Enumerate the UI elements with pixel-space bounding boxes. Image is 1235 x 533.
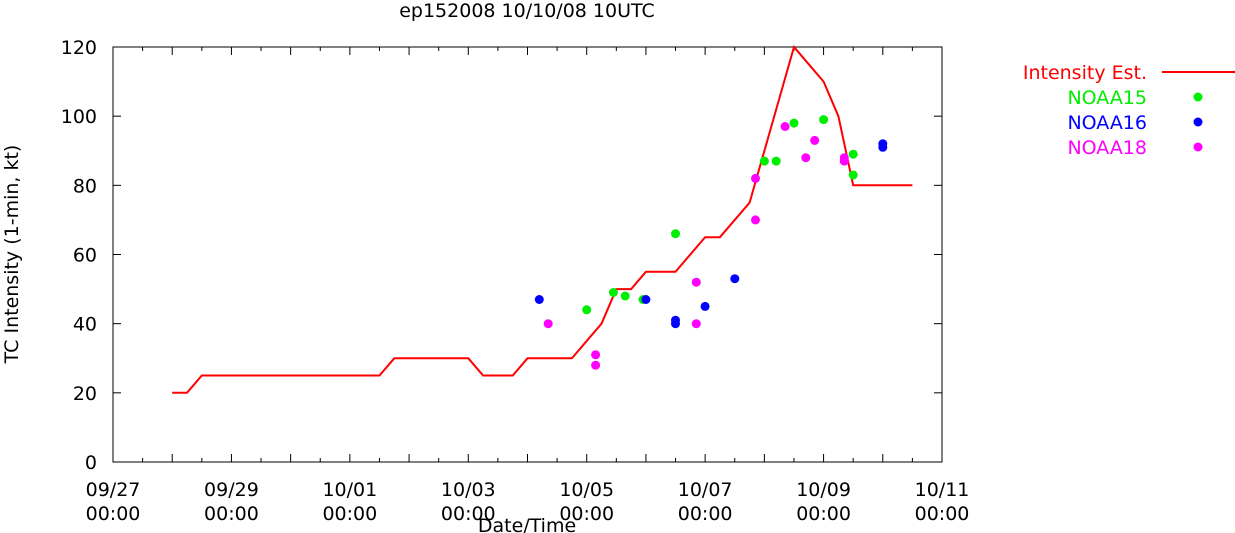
- x-tick-label-date: 09/27: [86, 479, 141, 501]
- x-tick-label-time: 00:00: [86, 503, 141, 525]
- y-axis-ticks: 0 20 40 60 80 100 120: [61, 37, 942, 474]
- point-noaa15: [848, 170, 858, 180]
- point-noaa15: [671, 229, 680, 239]
- point-noaa18: [751, 215, 760, 225]
- point-noaa18: [591, 350, 601, 360]
- x-tick-label-date: 10/05: [559, 479, 614, 501]
- y-tick-label: 0: [85, 452, 97, 474]
- legend-swatch-dot: [1193, 117, 1203, 127]
- point-noaa18: [780, 122, 790, 131]
- point-noaa15: [819, 115, 829, 125]
- point-noaa15: [759, 156, 769, 166]
- x-tick-label-time: 00:00: [204, 503, 259, 525]
- y-tick-label: 100: [61, 106, 97, 128]
- point-noaa16: [878, 142, 888, 152]
- point-noaa15: [771, 156, 781, 166]
- point-noaa15: [608, 288, 618, 297]
- legend-label-noaa15: NOAA15: [1067, 87, 1147, 109]
- legend-label-noaa18: NOAA18: [1067, 137, 1147, 159]
- point-noaa15: [789, 118, 799, 128]
- x-tick-label-time: 00:00: [915, 503, 970, 525]
- y-tick-label: 80: [73, 175, 97, 197]
- point-noaa18: [691, 319, 701, 329]
- point-noaa18: [591, 360, 601, 370]
- point-noaa16: [641, 295, 651, 304]
- series-line-intensity-est: [172, 44, 913, 394]
- y-axis-title: TC Intensity (1-min, kt): [1, 145, 23, 365]
- point-noaa16: [671, 319, 680, 329]
- x-tick-label-time: 00:00: [796, 503, 851, 525]
- x-tick-label-date: 10/07: [678, 479, 733, 501]
- legend-label-intensity-est: Intensity Est.: [1023, 62, 1147, 84]
- point-noaa18: [801, 153, 811, 163]
- x-tick-label-date: 09/29: [204, 479, 259, 501]
- x-tick-label-date: 10/01: [322, 479, 377, 501]
- point-noaa16: [700, 301, 710, 311]
- y-tick-label: 40: [73, 314, 97, 336]
- point-noaa18: [839, 156, 849, 166]
- x-axis-ticks: 09/2700:0009/2900:0010/0100:0010/0300:00…: [86, 47, 970, 525]
- point-noaa16: [534, 295, 544, 304]
- x-tick-label-date: 10/03: [441, 479, 496, 501]
- legend-swatch-dot: [1193, 92, 1203, 102]
- point-noaa18: [691, 277, 701, 287]
- point-noaa18: [810, 135, 820, 145]
- point-noaa15: [848, 149, 858, 159]
- y-tick-label: 60: [73, 245, 97, 267]
- point-noaa15: [582, 305, 592, 315]
- point-noaa15: [620, 291, 630, 301]
- series-layer: [172, 44, 913, 394]
- x-tick-label-date: 10/11: [915, 479, 970, 501]
- x-tick-label-time: 00:00: [441, 503, 496, 525]
- point-noaa16: [730, 274, 740, 284]
- point-noaa18: [751, 173, 760, 183]
- x-tick-label-time: 00:00: [322, 503, 377, 525]
- point-noaa18: [543, 319, 553, 329]
- legend: Intensity Est. NOAA15 NOAA16 NOAA18: [1023, 62, 1235, 159]
- y-tick-label: 20: [73, 383, 97, 405]
- y-tick-label: 120: [61, 37, 97, 59]
- legend-label-noaa16: NOAA16: [1067, 112, 1147, 134]
- x-tick-label-date: 10/09: [796, 479, 851, 501]
- x-axis-title: Date/Time: [478, 515, 576, 533]
- x-tick-label-time: 00:00: [559, 503, 614, 525]
- x-tick-label-time: 00:00: [678, 503, 733, 525]
- chart-title: ep152008 10/10/08 10UTC: [399, 0, 655, 22]
- legend-swatch-dot: [1193, 142, 1203, 152]
